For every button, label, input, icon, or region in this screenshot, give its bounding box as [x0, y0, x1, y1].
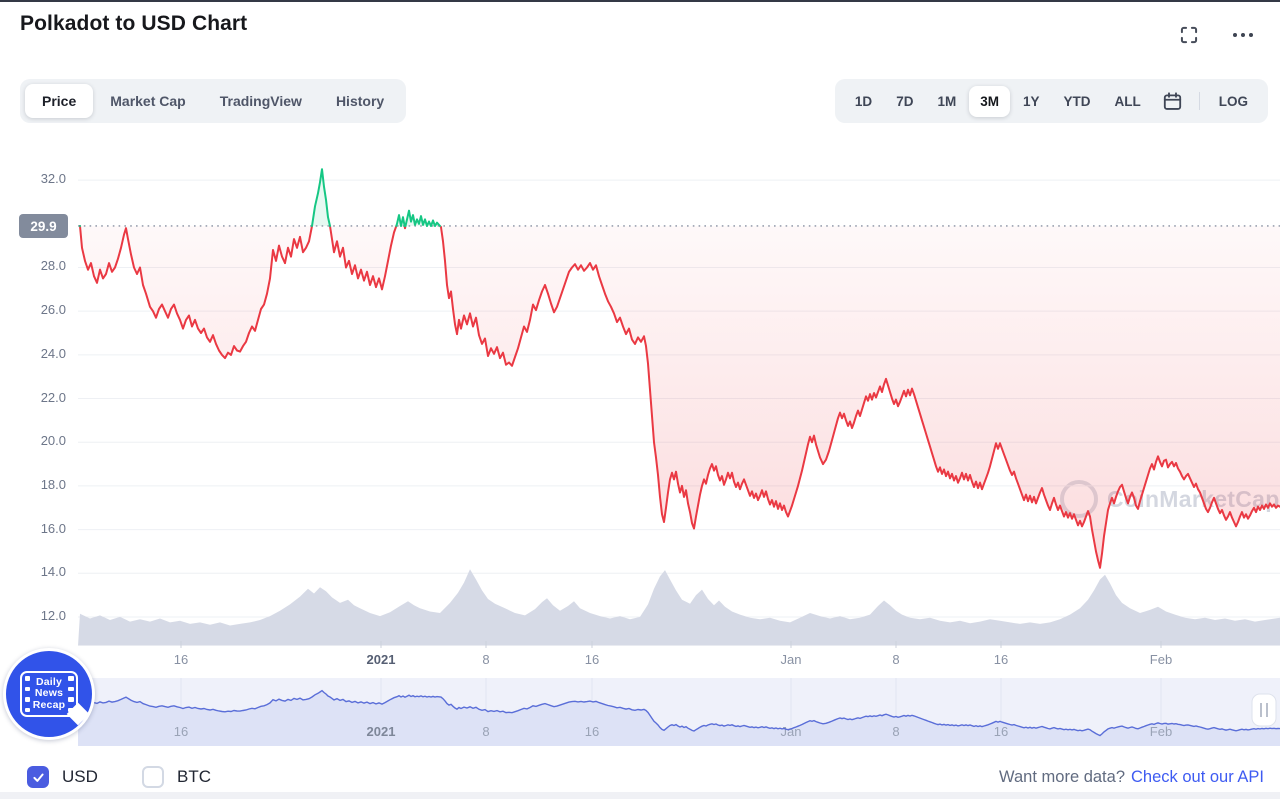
range-ytd[interactable]: YTD: [1063, 93, 1091, 109]
check-icon: [32, 773, 44, 782]
tab-tradingview[interactable]: TradingView: [219, 93, 302, 109]
calendar-icon: [1163, 91, 1181, 110]
x-axis-label: Feb: [1149, 652, 1173, 667]
x-axis-label: 16: [173, 652, 189, 667]
y-axis-label: 16.0: [40, 520, 66, 536]
y-axis-label: 18.0: [40, 476, 66, 492]
usd-label[interactable]: USD: [62, 767, 98, 786]
page-title: Polkadot to USD Chart: [20, 12, 248, 35]
navigator-label: 8: [482, 724, 489, 739]
x-axis-label: 8: [892, 652, 900, 667]
chart-type-tabs: Price Market Cap TradingView History: [20, 79, 407, 123]
btc-checkbox[interactable]: [142, 766, 164, 788]
api-link[interactable]: Check out our API: [1131, 768, 1264, 786]
toolbar-divider: [1198, 92, 1200, 110]
film-strip-icon: Daily News Recap: [20, 671, 78, 717]
daily-news-recap-badge[interactable]: Daily News Recap: [3, 648, 95, 740]
navigator-background[interactable]: [78, 678, 1280, 746]
x-axis-label: Jan: [780, 652, 802, 667]
y-axis-label: 32.0: [40, 171, 66, 187]
x-axis-label: 16: [993, 652, 1009, 667]
ellipsis-icon: [1232, 32, 1254, 38]
y-axis-label: 24.0: [40, 345, 66, 361]
calendar-button[interactable]: [1154, 85, 1191, 118]
log-scale-toggle[interactable]: LOG: [1218, 93, 1248, 109]
current-price-badge: 29.9: [19, 214, 68, 238]
range-1y[interactable]: 1Y: [1022, 93, 1040, 109]
navigator-handle[interactable]: [1251, 693, 1277, 727]
range-all[interactable]: ALL: [1114, 93, 1141, 109]
navigator-label: 16: [585, 724, 599, 739]
tab-price[interactable]: Price: [25, 84, 94, 118]
x-axis-label: 8: [482, 652, 490, 667]
range-7d[interactable]: 7D: [896, 93, 914, 109]
y-axis-label: 20.0: [40, 433, 66, 449]
navigator-line: [79, 689, 1280, 737]
navigator-label: 16: [174, 724, 188, 739]
tab-market-cap[interactable]: Market Cap: [110, 93, 186, 109]
page-bottom-edge: [0, 792, 1280, 799]
page-top-edge: [0, 0, 1280, 2]
chart-header-actions: [1176, 22, 1256, 48]
y-axis-label: 28.0: [40, 258, 66, 274]
navigator-label: Jan: [781, 724, 802, 739]
y-axis-label: 14.0: [40, 564, 66, 580]
y-axis-label: 26.0: [40, 302, 66, 318]
time-range-toolbar: 1D 7D 1M 3M 1Y YTD ALL LOG: [834, 79, 1268, 123]
tab-history[interactable]: History: [335, 93, 385, 109]
usd-checkbox[interactable]: [27, 766, 49, 788]
range-3m[interactable]: 3M: [969, 85, 1010, 117]
navigator-label: 8: [892, 724, 899, 739]
x-axis-label: 16: [584, 652, 600, 667]
y-axis-label: 12.0: [40, 608, 66, 623]
navigator-area: [78, 690, 1280, 746]
y-axis-label: 22.0: [40, 389, 66, 405]
range-1d[interactable]: 1D: [854, 93, 873, 109]
x-axis-label: 2021: [366, 652, 396, 667]
navigator-label: 16: [994, 724, 1008, 739]
api-prompt-text: Want more data?: [999, 768, 1125, 786]
range-1m[interactable]: 1M: [937, 93, 957, 109]
fullscreen-button[interactable]: [1176, 22, 1202, 48]
fullscreen-icon: [1180, 26, 1198, 44]
more-options-button[interactable]: [1230, 22, 1256, 48]
chart-plot-area[interactable]: [78, 150, 1280, 645]
navigator-label: 2021: [367, 724, 396, 739]
btc-label[interactable]: BTC: [177, 767, 211, 786]
navigator-label: Feb: [1150, 724, 1172, 739]
